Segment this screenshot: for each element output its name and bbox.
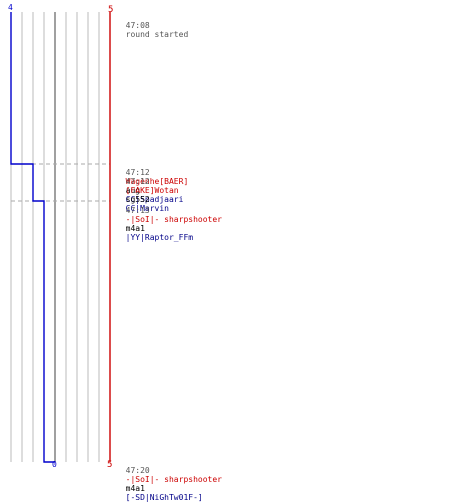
killer-name: -|SoI|- sharpshooter [125, 215, 222, 224]
killer-name: [FAKE]Wotan [125, 186, 179, 195]
event-kill: 47:20 -|SoI|- sharpshooter m4a1 [-SD|NiG… [116, 457, 222, 502]
grid-lines [10, 12, 100, 462]
blue-end-score: 0 [52, 460, 57, 469]
event-time: 47:13 [125, 206, 150, 215]
victim-name: |YY|Raptor_FFm [125, 233, 194, 242]
red-start-score: 5 [108, 5, 113, 15]
killer-name: Wagenhe[BAER] [125, 177, 189, 186]
red-end-score: 5 [107, 460, 112, 470]
event-kill: 47:12 [FAKE]Wotan sg552 CC|Marvin [116, 168, 179, 213]
event-time: 47:08 [125, 21, 150, 30]
event-guides [11, 163, 110, 202]
weapon-name: aug [125, 186, 141, 195]
event-round-start: 47:08 round started [116, 12, 189, 39]
victim-name: [-SD|NiGhTw01F-] [125, 493, 203, 502]
event-text: round started [125, 30, 189, 39]
weapon-name: m4a1 [125, 224, 145, 233]
weapon-name: sg552 [125, 195, 150, 204]
event-kill: 47:13 -|SoI|- sharpshooter m4a1 |YY|Rapt… [116, 197, 222, 242]
killer-name: -|SoI|- sharpshooter [125, 475, 222, 484]
event-time: 47:12 [125, 168, 150, 177]
event-kill: 47:12 Wagenhe[BAER] aug CC|Spadjaari [116, 159, 189, 204]
victim-name: CC|Marvin [125, 204, 169, 213]
blue-team-line [10, 12, 55, 463]
blue-start-score: 4 [8, 3, 13, 12]
event-time: 47:12 [125, 177, 150, 186]
weapon-name: m4a1 [125, 484, 145, 493]
event-time: 47:20 [125, 466, 150, 475]
victim-name: CC|Spadjaari [125, 195, 184, 204]
